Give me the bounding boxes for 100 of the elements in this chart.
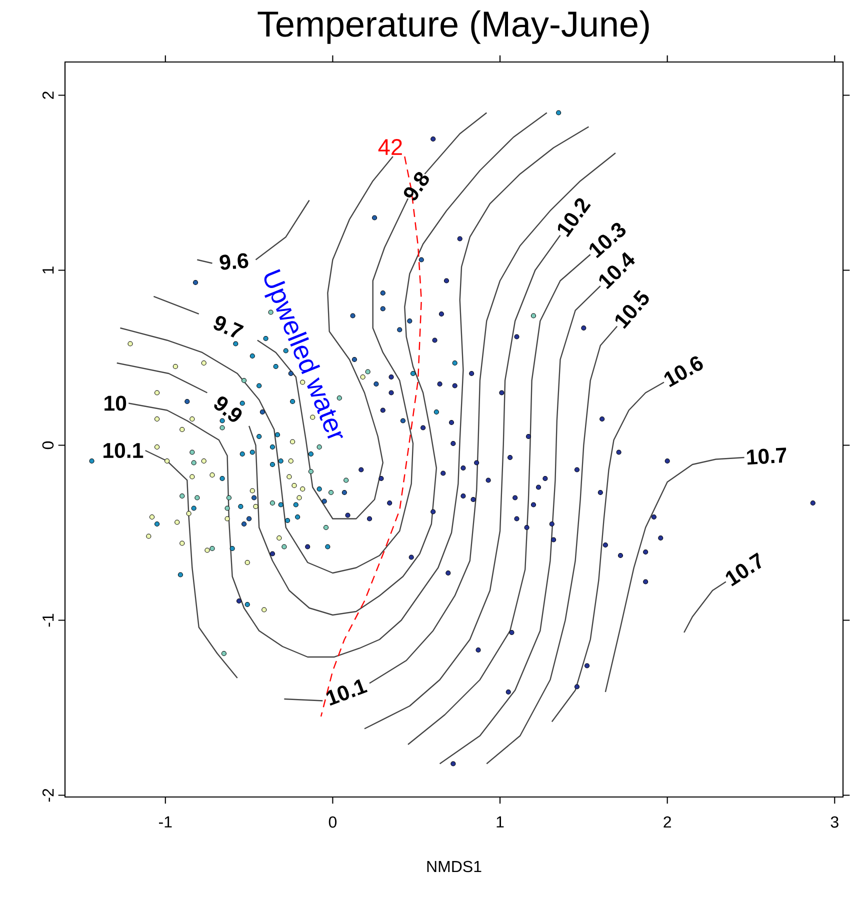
- point: [190, 416, 195, 422]
- point: [220, 425, 225, 430]
- point: [128, 341, 133, 346]
- point: [89, 458, 94, 464]
- point: [325, 544, 330, 550]
- point: [407, 318, 412, 324]
- text: 10.6: [664, 356, 703, 388]
- point: [274, 432, 280, 438]
- point: [262, 607, 267, 612]
- text: 9.7: [214, 316, 244, 338]
- point: [288, 458, 294, 464]
- point: [397, 327, 402, 332]
- point: [210, 472, 215, 478]
- point: [300, 380, 306, 385]
- point: [256, 383, 262, 388]
- point: [418, 257, 424, 262]
- text: 10.7: [726, 552, 762, 586]
- point: [434, 409, 439, 415]
- point: [190, 474, 195, 480]
- point: [282, 544, 287, 550]
- x-tick-label: -1: [158, 816, 172, 828]
- point: [191, 460, 196, 466]
- x-tick-label: 0: [328, 816, 337, 828]
- point: [374, 381, 379, 387]
- point: [210, 546, 215, 552]
- point: [221, 650, 226, 656]
- point: [250, 353, 255, 359]
- point: [344, 478, 349, 483]
- point: [278, 458, 284, 464]
- text: 9.8: [404, 172, 429, 200]
- point: [180, 540, 185, 546]
- point: [192, 280, 198, 286]
- point: [284, 518, 290, 524]
- point: [323, 524, 329, 530]
- point: [308, 451, 314, 457]
- point: [360, 374, 366, 380]
- point: [556, 110, 562, 116]
- point: [308, 468, 314, 474]
- point: [293, 502, 298, 508]
- point: [250, 488, 255, 494]
- point: [270, 500, 276, 506]
- point: [256, 434, 262, 440]
- point: [322, 498, 327, 504]
- point: [290, 439, 296, 444]
- point: [530, 313, 536, 318]
- point: [270, 444, 276, 450]
- point: [244, 602, 250, 608]
- point: [201, 458, 206, 464]
- point: [292, 482, 297, 488]
- point: [164, 458, 170, 464]
- y-tick-label: 2: [42, 92, 54, 99]
- series-label: 42: [378, 139, 402, 155]
- x-tick-label: 1: [496, 816, 504, 828]
- point: [226, 495, 232, 500]
- point: [276, 535, 282, 541]
- point: [224, 506, 230, 511]
- y-tick-label: 1: [42, 266, 54, 274]
- point: [154, 416, 160, 422]
- series-label: 10: [104, 396, 126, 411]
- point: [201, 360, 206, 366]
- point: [238, 504, 244, 510]
- point: [350, 313, 356, 318]
- point: [290, 398, 296, 404]
- series-label: 9.6: [220, 253, 248, 270]
- point: [250, 450, 255, 455]
- point: [400, 418, 406, 424]
- point: [252, 495, 257, 500]
- text: 9.9: [214, 396, 242, 422]
- point: [286, 474, 292, 480]
- x-tick-label: 2: [664, 816, 671, 828]
- x-tick-label: 3: [830, 816, 838, 828]
- point: [452, 360, 458, 366]
- chart-title: Temperature (May-June): [258, 10, 649, 44]
- point: [184, 398, 190, 404]
- series-label: 10.7: [747, 448, 786, 465]
- point: [270, 462, 276, 468]
- point: [241, 521, 247, 527]
- line-series: [144, 450, 238, 679]
- point: [316, 486, 322, 492]
- point: [241, 378, 247, 384]
- x-axis-title: NMDS1: [427, 860, 482, 872]
- point: [296, 495, 302, 500]
- point: [204, 548, 210, 553]
- line-series: [407, 254, 591, 746]
- series-label: 10.1: [104, 442, 144, 458]
- point: [154, 444, 160, 450]
- point: [172, 364, 178, 370]
- point: [352, 356, 357, 362]
- point: [380, 306, 386, 312]
- line-series: [683, 581, 726, 634]
- y-tick-label: -1: [42, 614, 54, 627]
- point: [244, 560, 250, 566]
- point: [149, 514, 155, 520]
- point: [220, 476, 225, 482]
- point: [380, 290, 386, 296]
- point: [233, 341, 238, 346]
- line-series: [551, 382, 665, 722]
- point: [178, 572, 183, 578]
- point: [146, 534, 152, 539]
- point: [180, 426, 185, 432]
